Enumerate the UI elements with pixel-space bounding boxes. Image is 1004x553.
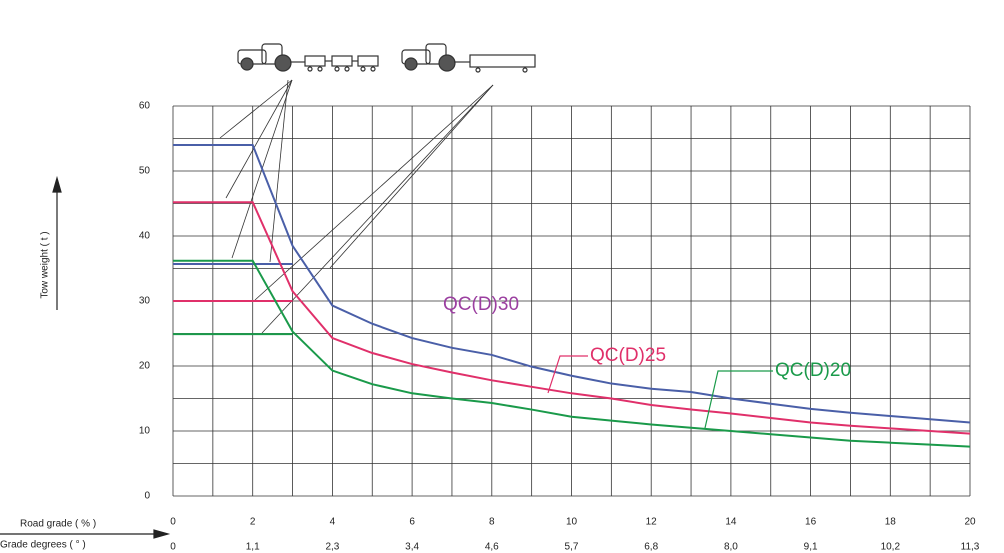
x-tick-label: 16 [805,517,817,528]
x2-tick-label: 11,3 [961,542,980,553]
series-label: QC(D)30 [443,294,519,315]
x-tick-label: 4 [330,517,336,528]
x2-tick-label: 0 [170,542,176,553]
x2-tick-label: 2,3 [325,542,339,553]
y-tick-label: 20 [139,361,151,372]
label-leader [704,370,773,429]
series-line [173,201,971,435]
y-tick-label: 50 [139,166,151,177]
x-tick-label: 2 [250,517,256,528]
series-label: QC(D)25 [590,345,666,366]
x-tick-label: 12 [646,517,658,528]
tractor-icon-long [401,43,536,73]
y-tick-label: 30 [139,296,151,307]
x2-tick-label: 3,4 [405,542,419,553]
axis-arrows [0,175,171,539]
x-tick-label: 6 [409,517,415,528]
x2-tick-label: 10,2 [881,542,901,553]
x2-tick-label: 9,1 [804,542,818,553]
x2-tick-label: 8,0 [724,542,738,553]
x-tick-label: 0 [170,517,176,528]
series-line [173,259,971,448]
y-tick-label: 40 [139,231,151,242]
x2-tick-label: 1,1 [246,542,260,553]
y-tick-label: 10 [139,426,151,437]
x2-tick-label: 5,7 [565,542,579,553]
x-axis-label: Road grade ( % ) [20,519,96,530]
x2-axis-label: Grade degrees ( ° ) [0,540,86,551]
label-leader [547,355,588,394]
x2-tick-label: 6,8 [644,542,658,553]
series-line [173,144,971,424]
x-tick-label: 20 [964,517,976,528]
x-tick-label: 10 [566,517,578,528]
y-axis-label: Tow weight ( t ) [40,231,51,298]
y-tick-label: 0 [144,491,150,502]
x-tick-label: 14 [725,517,737,528]
x2-tick-label: 4,6 [485,542,499,553]
series-label: QC(D)20 [775,360,851,381]
tractor-icon-short [237,43,379,72]
x-tick-label: 8 [489,517,495,528]
y-tick-label: 60 [139,101,151,112]
x-tick-label: 18 [885,517,897,528]
